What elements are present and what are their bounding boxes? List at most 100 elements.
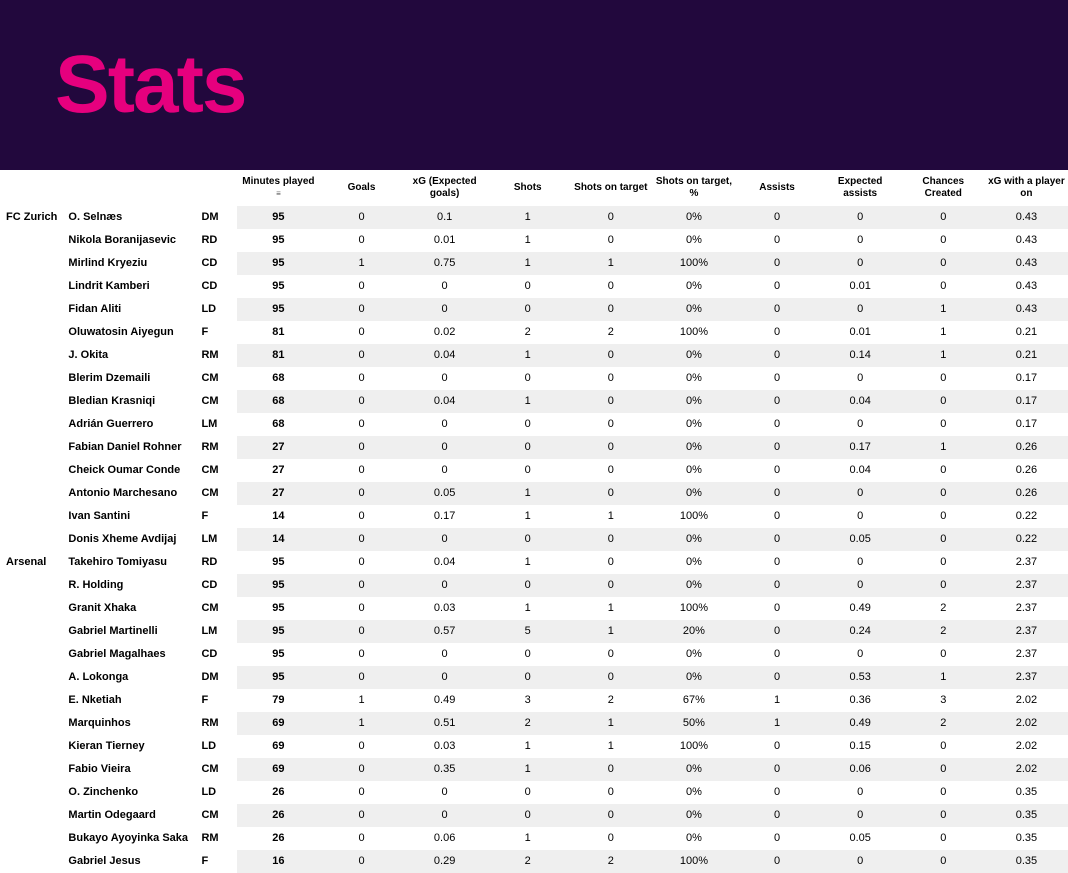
stat-cell: 0	[736, 620, 819, 643]
player-cell[interactable]: E. Nketiah	[64, 689, 199, 712]
stat-cell: 0	[320, 367, 403, 390]
blank-header	[64, 170, 199, 206]
stat-cell: 0	[403, 804, 486, 827]
player-cell[interactable]: Bukayo Ayoyinka Saka	[64, 827, 199, 850]
column-header[interactable]: Shots on target	[569, 170, 652, 206]
stat-cell: 0.15	[819, 735, 902, 758]
player-cell[interactable]: Mirlind Kryeziu	[64, 252, 199, 275]
player-cell[interactable]: Antonio Marchesano	[64, 482, 199, 505]
stat-cell: 0	[403, 413, 486, 436]
stat-cell: 27	[237, 482, 320, 505]
stats-table-wrap: Minutes playedGoalsxG (Expected goals)Sh…	[0, 170, 1068, 873]
player-cell[interactable]: Marquinhos	[64, 712, 199, 735]
position-cell: CD	[199, 275, 236, 298]
table-body: FC ZurichO. SelnæsDM9500.1100%0000.43Nik…	[0, 206, 1068, 873]
player-cell[interactable]: Fabio Vieira	[64, 758, 199, 781]
stat-cell: 1	[486, 229, 569, 252]
player-cell[interactable]: Fidan Aliti	[64, 298, 199, 321]
player-cell[interactable]: A. Lokonga	[64, 666, 199, 689]
stat-cell: 69	[237, 758, 320, 781]
player-cell[interactable]: Granit Xhaka	[64, 597, 199, 620]
stat-cell: 0	[569, 666, 652, 689]
player-cell[interactable]: Takehiro Tomiyasu	[64, 551, 199, 574]
team-cell	[0, 781, 64, 804]
column-header[interactable]: Assists	[736, 170, 819, 206]
stat-cell: 0	[902, 505, 985, 528]
stat-cell: 0	[486, 804, 569, 827]
team-cell	[0, 252, 64, 275]
stat-cell: 0	[736, 643, 819, 666]
player-cell[interactable]: R. Holding	[64, 574, 199, 597]
column-header[interactable]: xG with a player on	[985, 170, 1068, 206]
player-cell[interactable]: Fabian Daniel Rohner	[64, 436, 199, 459]
stat-cell: 0	[819, 574, 902, 597]
player-cell[interactable]: Lindrit Kamberi	[64, 275, 199, 298]
stat-cell: 95	[237, 275, 320, 298]
stat-cell: 100%	[652, 252, 735, 275]
stat-cell: 0%	[652, 413, 735, 436]
column-header[interactable]: xG (Expected goals)	[403, 170, 486, 206]
player-cell[interactable]: Martin Odegaard	[64, 804, 199, 827]
stat-cell: 1	[902, 321, 985, 344]
stat-cell: 0	[902, 459, 985, 482]
blank-header	[0, 170, 64, 206]
player-cell[interactable]: Blerim Dzemaili	[64, 367, 199, 390]
stat-cell: 0.17	[985, 390, 1068, 413]
column-header[interactable]: Minutes played	[237, 170, 320, 206]
player-cell[interactable]: Adrián Guerrero	[64, 413, 199, 436]
column-header[interactable]: Shots	[486, 170, 569, 206]
stat-cell: 1	[569, 712, 652, 735]
stat-cell: 0	[736, 804, 819, 827]
stat-cell: 0	[902, 367, 985, 390]
stat-cell: 0.1	[403, 206, 486, 229]
player-cell[interactable]: Cheick Oumar Conde	[64, 459, 199, 482]
stat-cell: 0	[819, 298, 902, 321]
stat-cell: 0.04	[403, 390, 486, 413]
stat-cell: 0	[569, 413, 652, 436]
column-header[interactable]: Shots on target, %	[652, 170, 735, 206]
stat-cell: 0	[569, 390, 652, 413]
stat-cell: 0.14	[819, 344, 902, 367]
stat-cell: 0	[486, 367, 569, 390]
table-row: Adrián GuerreroLM6800000%0000.17	[0, 413, 1068, 436]
stat-cell: 0	[902, 528, 985, 551]
stat-cell: 0	[736, 528, 819, 551]
stat-cell: 2	[569, 689, 652, 712]
position-cell: CD	[199, 252, 236, 275]
player-cell[interactable]: Kieran Tierney	[64, 735, 199, 758]
player-cell[interactable]: Gabriel Jesus	[64, 850, 199, 873]
team-cell	[0, 459, 64, 482]
player-cell[interactable]: O. Selnæs	[64, 206, 199, 229]
stat-cell: 0	[320, 827, 403, 850]
column-header[interactable]: Goals	[320, 170, 403, 206]
position-cell: RM	[199, 436, 236, 459]
player-cell[interactable]: Nikola Boranijasevic	[64, 229, 199, 252]
team-cell	[0, 827, 64, 850]
stat-cell: 0	[902, 781, 985, 804]
player-cell[interactable]: Bledian Krasniqi	[64, 390, 199, 413]
player-cell[interactable]: Gabriel Martinelli	[64, 620, 199, 643]
team-cell	[0, 689, 64, 712]
stat-cell: 0	[403, 574, 486, 597]
stat-cell: 2.37	[985, 643, 1068, 666]
stat-cell: 2	[486, 850, 569, 873]
position-cell: CM	[199, 459, 236, 482]
player-cell[interactable]: Ivan Santini	[64, 505, 199, 528]
stat-cell: 0	[320, 620, 403, 643]
stat-cell: 0	[403, 298, 486, 321]
player-cell[interactable]: J. Okita	[64, 344, 199, 367]
column-header[interactable]: Expected assists	[819, 170, 902, 206]
stat-cell: 95	[237, 620, 320, 643]
column-header[interactable]: Chances Created	[902, 170, 985, 206]
stat-cell: 0	[486, 436, 569, 459]
stat-cell: 1	[486, 206, 569, 229]
stat-cell: 0	[403, 666, 486, 689]
player-cell[interactable]: Donis Xheme Avdijaj	[64, 528, 199, 551]
stat-cell: 0%	[652, 551, 735, 574]
position-cell: CM	[199, 482, 236, 505]
player-cell[interactable]: O. Zinchenko	[64, 781, 199, 804]
stat-cell: 0	[486, 781, 569, 804]
player-cell[interactable]: Oluwatosin Aiyegun	[64, 321, 199, 344]
player-cell[interactable]: Gabriel Magalhaes	[64, 643, 199, 666]
team-cell	[0, 275, 64, 298]
